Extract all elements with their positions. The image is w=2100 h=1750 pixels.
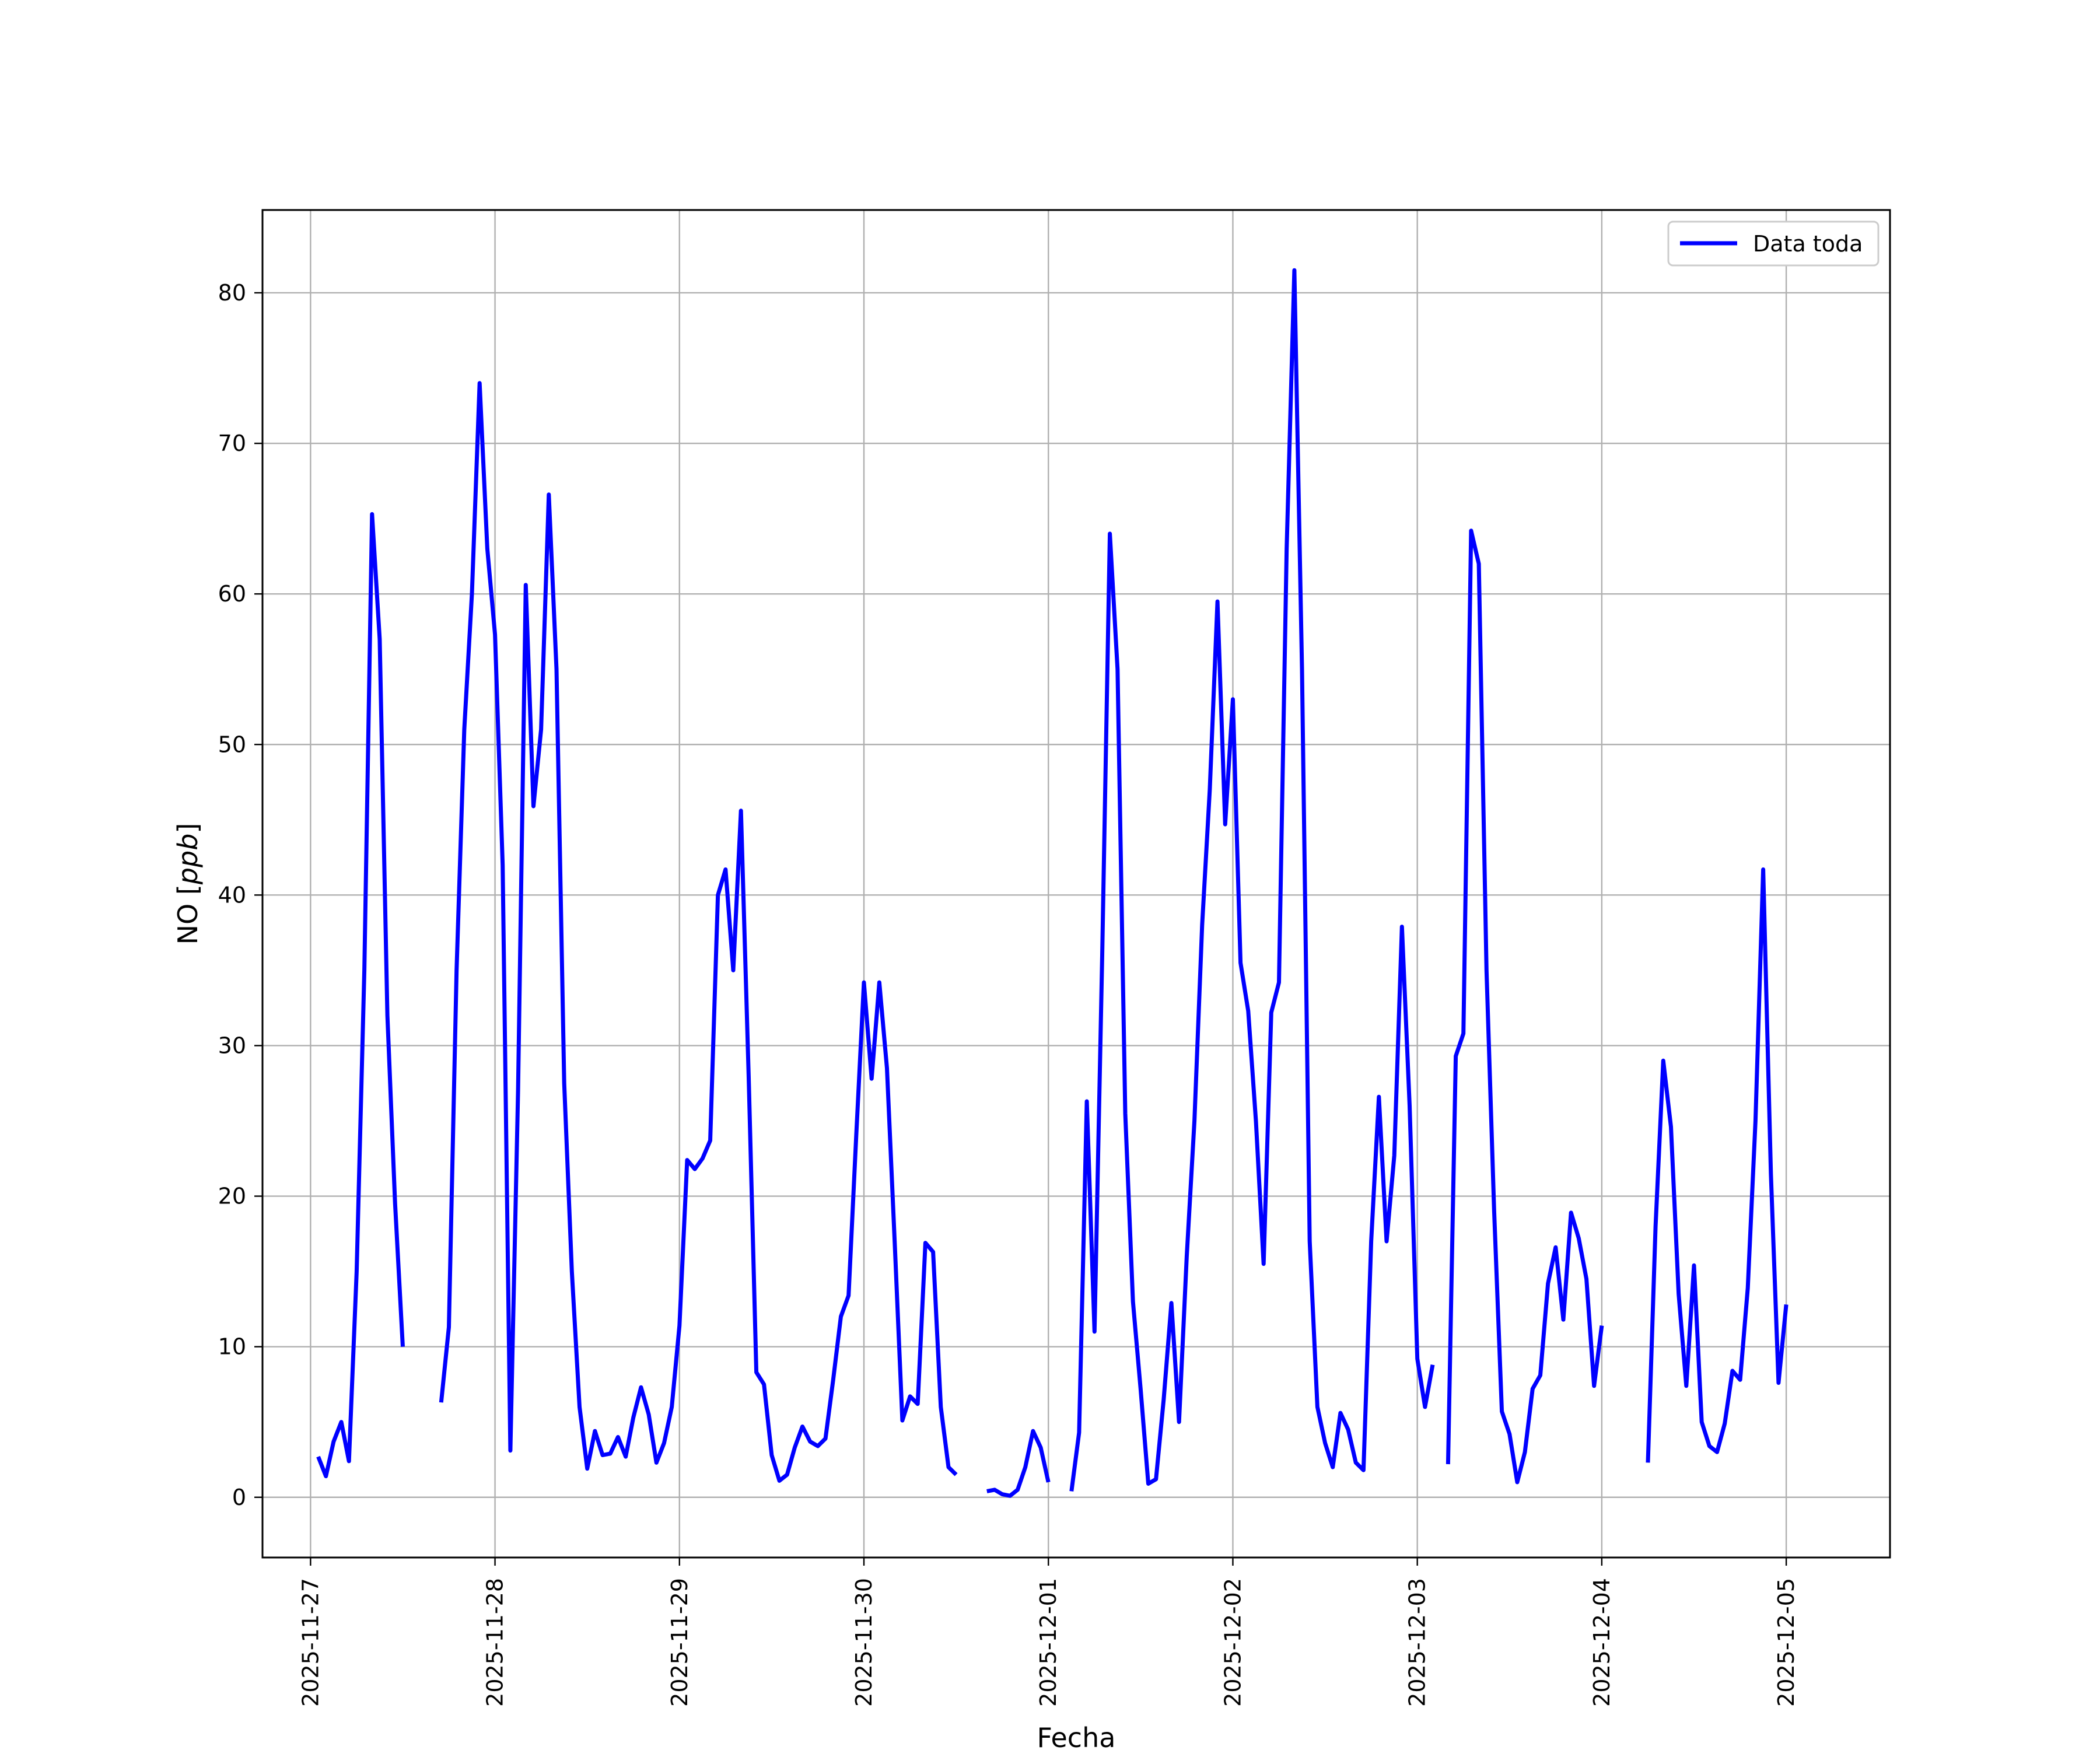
y-axis-label: NO [ppb] [172,823,204,945]
series-line-segment [1069,268,1435,1492]
y-tick-label: 20 [218,1184,246,1209]
y-axis-label-unit: ppb [172,834,204,886]
series-line-segment [1646,867,1788,1463]
y-axis-ticks: 0 10 20 30 40 50 60 70 80 [218,280,262,1510]
series-line-segment [986,1429,1051,1498]
x-axis-label: Fecha [1037,1722,1116,1750]
plot-area-frame [261,209,1891,1559]
x-tick-label: 2025-12-01 [1035,1578,1061,1707]
grid-lines [262,210,1890,1558]
y-tick-label: 70 [218,430,246,456]
x-tick-label: 2025-11-28 [482,1578,508,1707]
y-axis-label-suffix: ] [172,823,204,834]
x-tick-label: 2025-12-05 [1773,1578,1799,1707]
y-tick-label: 80 [218,280,246,306]
y-tick-label: 60 [218,581,246,607]
series-lines [316,268,1788,1498]
legend-frame [1667,220,1880,267]
y-tick-label: 10 [218,1334,246,1360]
x-tick-label: 2025-12-02 [1220,1578,1245,1707]
legend-label-data-toda: Data toda [1753,231,1863,257]
y-tick-label: 30 [218,1032,246,1058]
y-tick-label: 50 [218,732,246,757]
plot-area-background [262,210,1890,1558]
series-line-segment [439,381,958,1483]
y-tick-label: 0 [232,1485,246,1510]
x-tick-label: 2025-11-29 [667,1578,692,1707]
series-line-segment [1446,528,1604,1485]
x-axis-ticks: 2025-11-27 2025-11-28 2025-11-29 2025-11-30… [298,1558,1799,1707]
series-line-segment [316,512,405,1479]
x-tick-label: 2025-12-03 [1405,1578,1430,1707]
legend: Data toda [1667,220,1880,267]
y-tick-label: 40 [218,882,246,908]
x-tick-label: 2025-11-30 [851,1578,877,1707]
y-axis-label-prefix: NO [ [172,884,204,944]
x-tick-label: 2025-11-27 [298,1578,323,1707]
x-tick-label: 2025-12-04 [1589,1578,1615,1707]
